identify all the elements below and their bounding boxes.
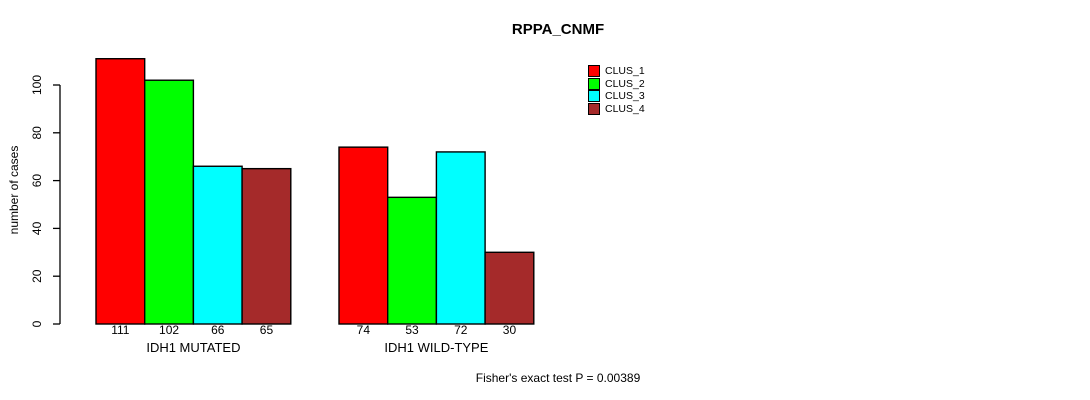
bar-value-label: 102 [159, 323, 179, 337]
bar-clus_1-1 [95, 58, 146, 325]
bar-clus_4-1 [241, 167, 292, 325]
y-tick-label: 80 [30, 126, 44, 140]
bar-clus_4-2 [484, 251, 535, 325]
bar-value-label: 65 [260, 323, 274, 337]
legend-label: CLUS_3 [605, 90, 645, 103]
bar-clus_3-1 [192, 165, 243, 325]
bar-value-label: 72 [454, 323, 468, 337]
bar-value-label: 53 [405, 323, 419, 337]
group-label: IDH1 WILD-TYPE [384, 340, 488, 355]
bar-value-label: 66 [211, 323, 225, 337]
legend-item-clus_2: CLUS_2 [588, 77, 645, 91]
legend-item-clus_4: CLUS_4 [588, 103, 645, 116]
legend-label: CLUS_2 [605, 77, 645, 90]
legend-swatch [588, 65, 600, 78]
y-tick-label: 60 [30, 174, 44, 188]
chart-title: RPPA_CNMF [511, 21, 605, 38]
legend: CLUS_1 CLUS_2 CLUS_3 CLUS_4 [588, 65, 645, 116]
bar-clus_2-1 [143, 79, 195, 325]
y-tick-label: 40 [30, 221, 44, 235]
y-tick-label: 20 [30, 269, 44, 283]
legend-item-clus_3: CLUS_3 [588, 90, 645, 103]
legend-swatch [588, 103, 600, 116]
legend-label: CLUS_1 [605, 65, 645, 78]
stat-annotation: Fisher's exact test P = 0.00389 [475, 371, 641, 385]
bar-clus_2-2 [387, 196, 438, 325]
bar-value-label: 74 [357, 323, 371, 337]
y-tick-label: 0 [30, 320, 44, 327]
legend-swatch [588, 90, 600, 103]
bar-clus_3-2 [435, 151, 486, 325]
group-label: IDH1 MUTATED [146, 340, 240, 355]
legend-label: CLUS_4 [605, 103, 645, 116]
legend-swatch [588, 77, 600, 90]
bar-clus_1-2 [338, 146, 389, 325]
legend-item-clus_1: CLUS_1 [588, 65, 645, 78]
bar-value-label: 30 [503, 323, 517, 337]
y-tick-label: 100 [30, 75, 44, 95]
bar-value-label: 111 [111, 323, 130, 337]
